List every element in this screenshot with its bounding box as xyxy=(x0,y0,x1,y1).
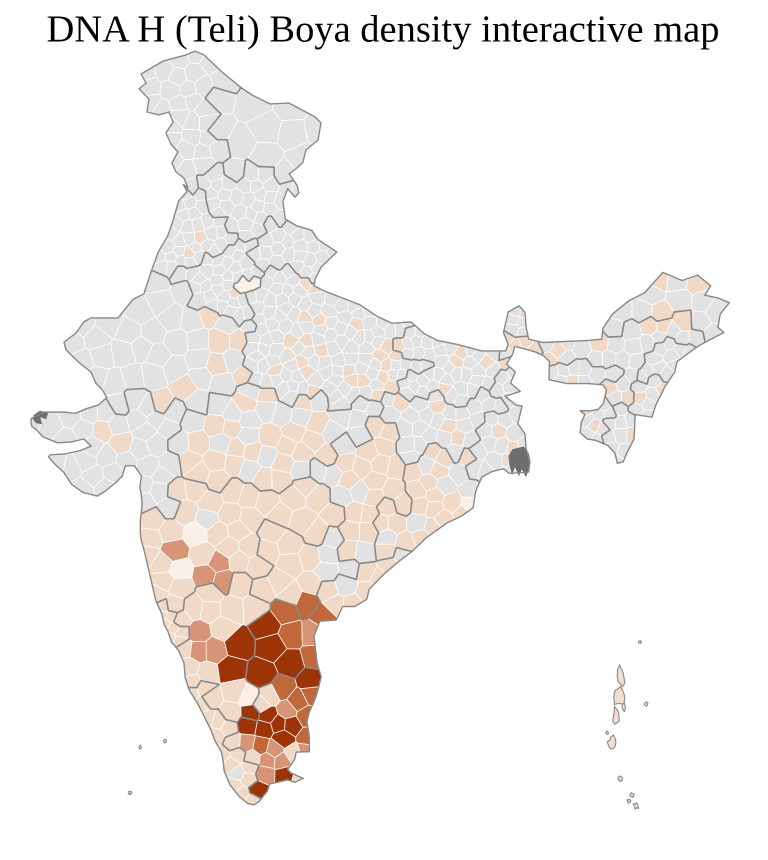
svg-text:DNA H (Teli) Boya density inte: DNA H (Teli) Boya density interactive ma… xyxy=(46,9,719,51)
